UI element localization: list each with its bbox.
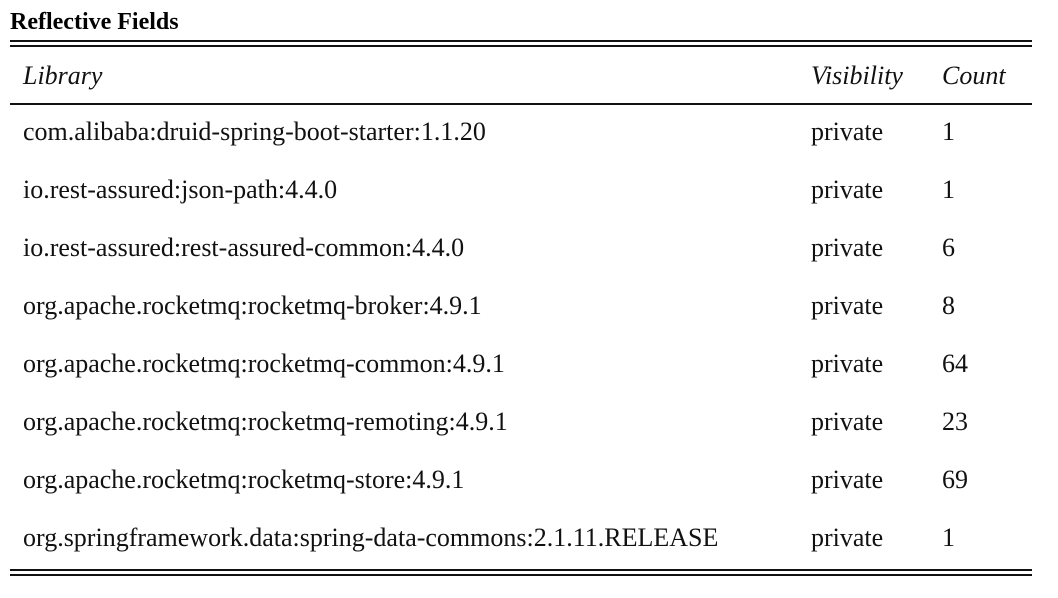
table-row: org.springframework.data:spring-data-com… [10, 509, 1032, 567]
header-row: Library Visibility Count [10, 48, 1032, 103]
cell-library: org.springframework.data:spring-data-com… [23, 523, 719, 552]
table-title: Reflective Fields [10, 9, 179, 35]
cell-count: 69 [942, 465, 968, 494]
cell-count: 8 [942, 291, 955, 320]
table-row: io.rest-assured:rest-assured-common:4.4.… [10, 219, 1032, 277]
cell-visibility: private [811, 117, 884, 146]
bottom-rule-lower [10, 574, 1032, 576]
top-rule-lower [10, 45, 1032, 47]
header-visibility: Visibility [811, 60, 903, 90]
bottom-rule-upper [10, 569, 1032, 571]
cell-library: org.apache.rocketmq:rocketmq-broker:4.9.… [23, 291, 482, 320]
cell-library: org.apache.rocketmq:rocketmq-remoting:4.… [23, 407, 508, 436]
cell-library: org.apache.rocketmq:rocketmq-common:4.9.… [23, 349, 505, 378]
table-row: io.rest-assured:json-path:4.4.0 private … [10, 161, 1032, 219]
cell-library: org.apache.rocketmq:rocketmq-store:4.9.1 [23, 465, 465, 494]
cell-visibility: private [811, 465, 884, 494]
cell-visibility: private [811, 175, 884, 204]
table-row: org.apache.rocketmq:rocketmq-store:4.9.1… [10, 451, 1032, 509]
cell-count: 1 [942, 523, 955, 552]
table-row: org.apache.rocketmq:rocketmq-common:4.9.… [10, 335, 1032, 393]
cell-visibility: private [811, 523, 884, 552]
cell-count: 64 [942, 349, 968, 378]
cell-visibility: private [811, 233, 884, 262]
table-row: org.apache.rocketmq:rocketmq-broker:4.9.… [10, 277, 1032, 335]
table-row: org.apache.rocketmq:rocketmq-remoting:4.… [10, 393, 1032, 451]
cell-count: 1 [942, 175, 955, 204]
cell-library: io.rest-assured:rest-assured-common:4.4.… [23, 233, 465, 262]
cell-count: 6 [942, 233, 955, 262]
reflective-fields-table: Library Visibility Count com.alibaba:dru… [10, 48, 1032, 567]
cell-visibility: private [811, 291, 884, 320]
cell-count: 1 [942, 117, 955, 146]
header-library: Library [23, 60, 103, 90]
cell-visibility: private [811, 407, 884, 436]
table-row: com.alibaba:druid-spring-boot-starter:1.… [10, 103, 1032, 161]
cell-library: com.alibaba:druid-spring-boot-starter:1.… [23, 117, 486, 146]
header-rule [10, 103, 1032, 105]
cell-count: 23 [942, 407, 968, 436]
cell-visibility: private [811, 349, 884, 378]
cell-library: io.rest-assured:json-path:4.4.0 [23, 175, 338, 204]
top-rule-upper [10, 40, 1032, 42]
header-count: Count [942, 60, 1006, 90]
